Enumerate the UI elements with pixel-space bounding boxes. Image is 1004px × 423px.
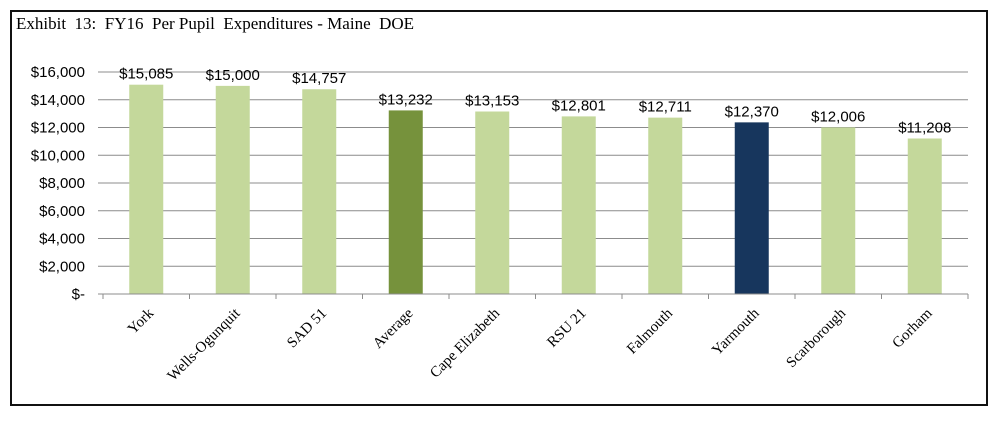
y-axis-ticks: $- $2,000 $4,000 $6,000 $8,000 $10,000 $12,000… — [31, 64, 103, 303]
y-tick-label: $12,000 — [31, 120, 85, 137]
data-label: $13,232 — [379, 91, 433, 108]
bar-scarborough — [821, 127, 856, 294]
y-tick-label: $- — [72, 286, 85, 303]
category-labels: York Wells-Ogunquit SAD 51 Average Cape Eliz… — [102, 294, 969, 384]
chart-title: Exhibit 13: FY16 Per Pupil Expenditures … — [16, 14, 415, 33]
category-label: Average — [370, 305, 417, 352]
data-label: $14,757 — [292, 70, 346, 87]
data-label: $13,153 — [465, 93, 519, 110]
category-label: RSU 21 — [544, 306, 589, 351]
y-tick-label: $2,000 — [39, 258, 85, 275]
bar-sad-51 — [302, 89, 337, 294]
y-tick-label: $10,000 — [31, 147, 85, 164]
category-label: Gorham — [890, 305, 936, 351]
category-label: Yarmouth — [709, 305, 763, 359]
data-label: $15,085 — [119, 66, 173, 83]
category-label: Wells-Ogunquit — [165, 305, 244, 384]
y-tick-label: $14,000 — [31, 92, 85, 109]
category-label: York — [125, 305, 157, 337]
bar-falmouth — [648, 117, 683, 294]
category-label: Falmouth — [624, 305, 676, 357]
bar-gorham — [907, 138, 942, 294]
data-label: $12,801 — [552, 97, 606, 114]
y-tick-label: $6,000 — [39, 203, 85, 220]
bar-wells-ogunquit — [215, 85, 250, 294]
data-label: $12,711 — [639, 99, 692, 116]
bar-cape-elizabeth — [475, 111, 510, 294]
bar-average — [388, 110, 423, 294]
data-label: $15,000 — [206, 67, 260, 84]
bar-rsu-21 — [561, 116, 596, 294]
category-label: Cape Elizabeth — [427, 305, 503, 381]
data-label: $11,208 — [898, 119, 951, 136]
bar-york — [129, 84, 164, 295]
category-label: Scarborough — [784, 305, 850, 371]
y-tick-label: $16,000 — [31, 64, 85, 81]
bars — [129, 84, 942, 295]
category-label: SAD 51 — [284, 306, 330, 352]
y-tick-label: $4,000 — [39, 231, 85, 248]
data-label: $12,006 — [811, 108, 865, 125]
bar-yarmouth — [734, 122, 769, 295]
y-tick-label: $8,000 — [39, 175, 85, 192]
data-labels: $15,085 $15,000 $14,757 $13,232 $13,153 $12,8… — [119, 66, 951, 137]
data-label: $12,370 — [725, 103, 779, 120]
